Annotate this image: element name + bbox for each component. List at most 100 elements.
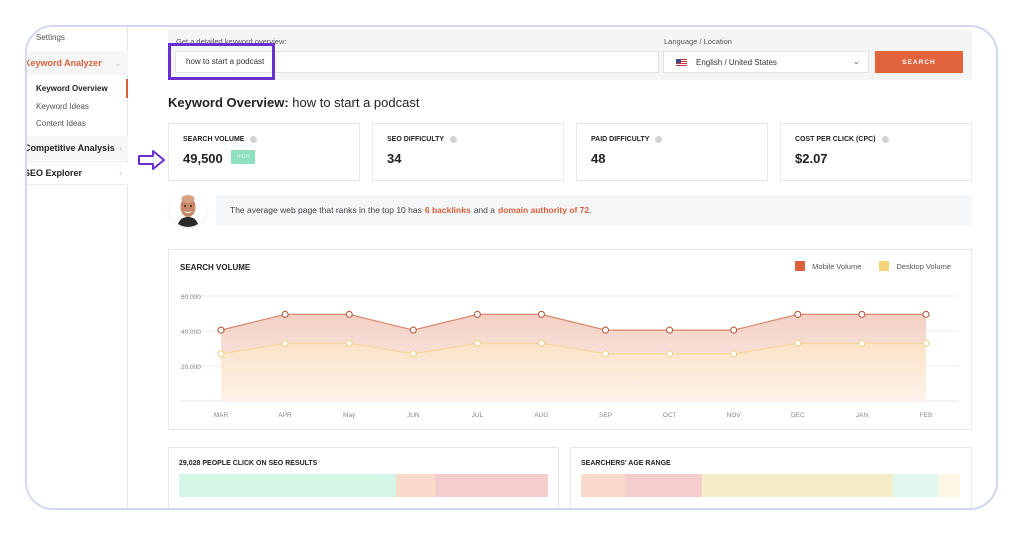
x-tick-label: JUL [472, 412, 484, 419]
series-area [221, 343, 926, 401]
x-tick-label: JAN [856, 412, 869, 419]
domain-authority-link[interactable]: domain authority of 72 [497, 205, 590, 215]
data-point[interactable] [473, 339, 481, 347]
metric-label: PAID DIFFICULTY [591, 136, 650, 143]
y-tick-label: 20,000 [181, 364, 201, 371]
data-point[interactable] [345, 310, 353, 318]
sidebar: Settings Keyword Analyzer ⌄ Keyword Over… [27, 27, 128, 508]
age-range-bar [581, 474, 960, 497]
sidebar-group-label: SEO Explorer [25, 168, 83, 178]
age-range-card: SEARCHERS' AGE RANGE [570, 447, 972, 508]
chevron-down-icon: ⌄ [114, 57, 122, 68]
seo-clicks-card: 29,028 PEOPLE CLICK ON SEO RESULTS [168, 447, 559, 508]
data-point[interactable] [858, 310, 866, 318]
metric-label: SEO DIFFICULTY [387, 136, 445, 143]
metric-value: 48 [591, 151, 606, 166]
sidebar-item-keyword-ideas[interactable]: Keyword Ideas [36, 102, 89, 111]
insight-text: and a [473, 205, 495, 215]
sidebar-item-content-ideas[interactable]: Content Ideas [36, 119, 86, 128]
sidebar-group-keyword-analyzer[interactable]: Keyword Analyzer ⌄ [27, 51, 128, 75]
keyword-input[interactable]: how to start a podcast [175, 51, 659, 73]
data-point[interactable] [217, 326, 225, 334]
x-tick-label: AUG [534, 412, 548, 419]
data-point[interactable] [601, 350, 610, 358]
data-point[interactable] [537, 310, 546, 318]
help-icon[interactable] [450, 136, 458, 143]
metric-value: 49,500 [183, 151, 223, 166]
data-point[interactable] [730, 326, 738, 334]
x-tick-label: OCT [663, 412, 677, 419]
sidebar-item-settings[interactable]: Settings [36, 33, 65, 42]
sidebar-item-keyword-overview[interactable]: Keyword Overview [36, 84, 108, 93]
avatar [169, 189, 207, 227]
x-tick-label: APR [278, 412, 292, 419]
data-point[interactable] [217, 350, 225, 358]
keyword-label: Get a detailed keyword overview: [176, 37, 287, 46]
us-flag-icon [676, 58, 687, 66]
chevron-right-icon: › [119, 143, 122, 153]
age-segment [938, 474, 960, 497]
volume-badge: HIGH [231, 150, 255, 164]
data-point[interactable] [601, 326, 610, 334]
legend-label: Desktop Volume [896, 261, 951, 271]
data-point[interactable] [794, 339, 802, 347]
insight-banner: The average web page that ranks in the t… [216, 195, 972, 225]
help-icon[interactable] [881, 136, 889, 143]
person-avatar-icon [169, 189, 207, 227]
data-point[interactable] [858, 339, 866, 347]
backlinks-link[interactable]: 6 backlinks [424, 205, 471, 215]
click-segment [435, 474, 548, 497]
main-content: Get a detailed keyword overview: how to … [128, 27, 996, 508]
page-title-prefix: Keyword Overview: [168, 95, 289, 110]
data-point[interactable] [922, 339, 930, 347]
data-point[interactable] [794, 310, 802, 318]
chevron-right-icon: › [119, 168, 122, 178]
search-volume-chart: 60,000 40,000 20,000 MAR APR May JUN JUL AUG SEP O… [168, 249, 972, 430]
age-segment [581, 474, 625, 497]
metric-label: COST PER CLICK (CPC) [795, 136, 876, 143]
metric-seo-difficulty: SEO DIFFICULTY 34 [372, 123, 564, 181]
search-button[interactable]: SEARCH [875, 51, 963, 73]
data-point[interactable] [922, 310, 930, 318]
metric-label: SEARCH VOLUME [183, 136, 245, 143]
help-icon[interactable] [250, 136, 258, 143]
data-point[interactable] [666, 350, 674, 358]
age-segment [893, 474, 938, 497]
data-point[interactable] [473, 310, 481, 318]
sidebar-group-label: Competitive Analysis [25, 143, 115, 153]
click-segment [179, 474, 396, 497]
x-tick-label: DEC [791, 412, 805, 419]
sidebar-group-seo-explorer[interactable]: SEO Explorer › [27, 161, 128, 185]
y-tick-label: 60,000 [181, 294, 201, 301]
data-point[interactable] [409, 326, 417, 334]
help-icon[interactable] [655, 136, 663, 143]
legend-item-mobile[interactable]: Mobile Volume [795, 261, 861, 271]
data-point[interactable] [537, 339, 546, 347]
click-segment [396, 474, 435, 497]
x-tick-label: MAR [214, 412, 229, 419]
legend-item-desktop[interactable]: Desktop Volume [879, 261, 951, 271]
x-tick-label: May [343, 412, 356, 419]
area-chart: 60,000 40,000 20,000 MAR APR May JUN JUL AUG SEP O… [179, 294, 959, 419]
metric-search-volume: SEARCH VOLUME 49,500 HIGH [168, 123, 360, 181]
data-point[interactable] [730, 350, 738, 358]
language-label: Language / Location [664, 37, 732, 46]
metric-cpc: COST PER CLICK (CPC) $2.07 [780, 123, 972, 181]
data-point[interactable] [666, 326, 674, 334]
sidebar-group-competitive-analysis[interactable]: Competitive Analysis › [27, 136, 128, 160]
age-segment [702, 474, 893, 497]
age-range-title: SEARCHERS' AGE RANGE [581, 460, 671, 467]
language-select[interactable]: English / United States ⌄ [663, 51, 869, 73]
legend-label: Mobile Volume [812, 261, 862, 271]
seo-clicks-title: 29,028 PEOPLE CLICK ON SEO RESULTS [179, 460, 318, 467]
data-point[interactable] [281, 310, 289, 318]
metric-value: $2.07 [795, 151, 828, 166]
chart-title: SEARCH VOLUME [180, 263, 251, 272]
active-indicator [126, 79, 128, 98]
data-point[interactable] [345, 339, 353, 347]
legend-swatch [795, 261, 806, 271]
data-point[interactable] [409, 350, 417, 358]
search-panel: Get a detailed keyword overview: how to … [168, 30, 972, 80]
x-tick-label: JUN [407, 412, 420, 419]
data-point[interactable] [281, 339, 289, 347]
